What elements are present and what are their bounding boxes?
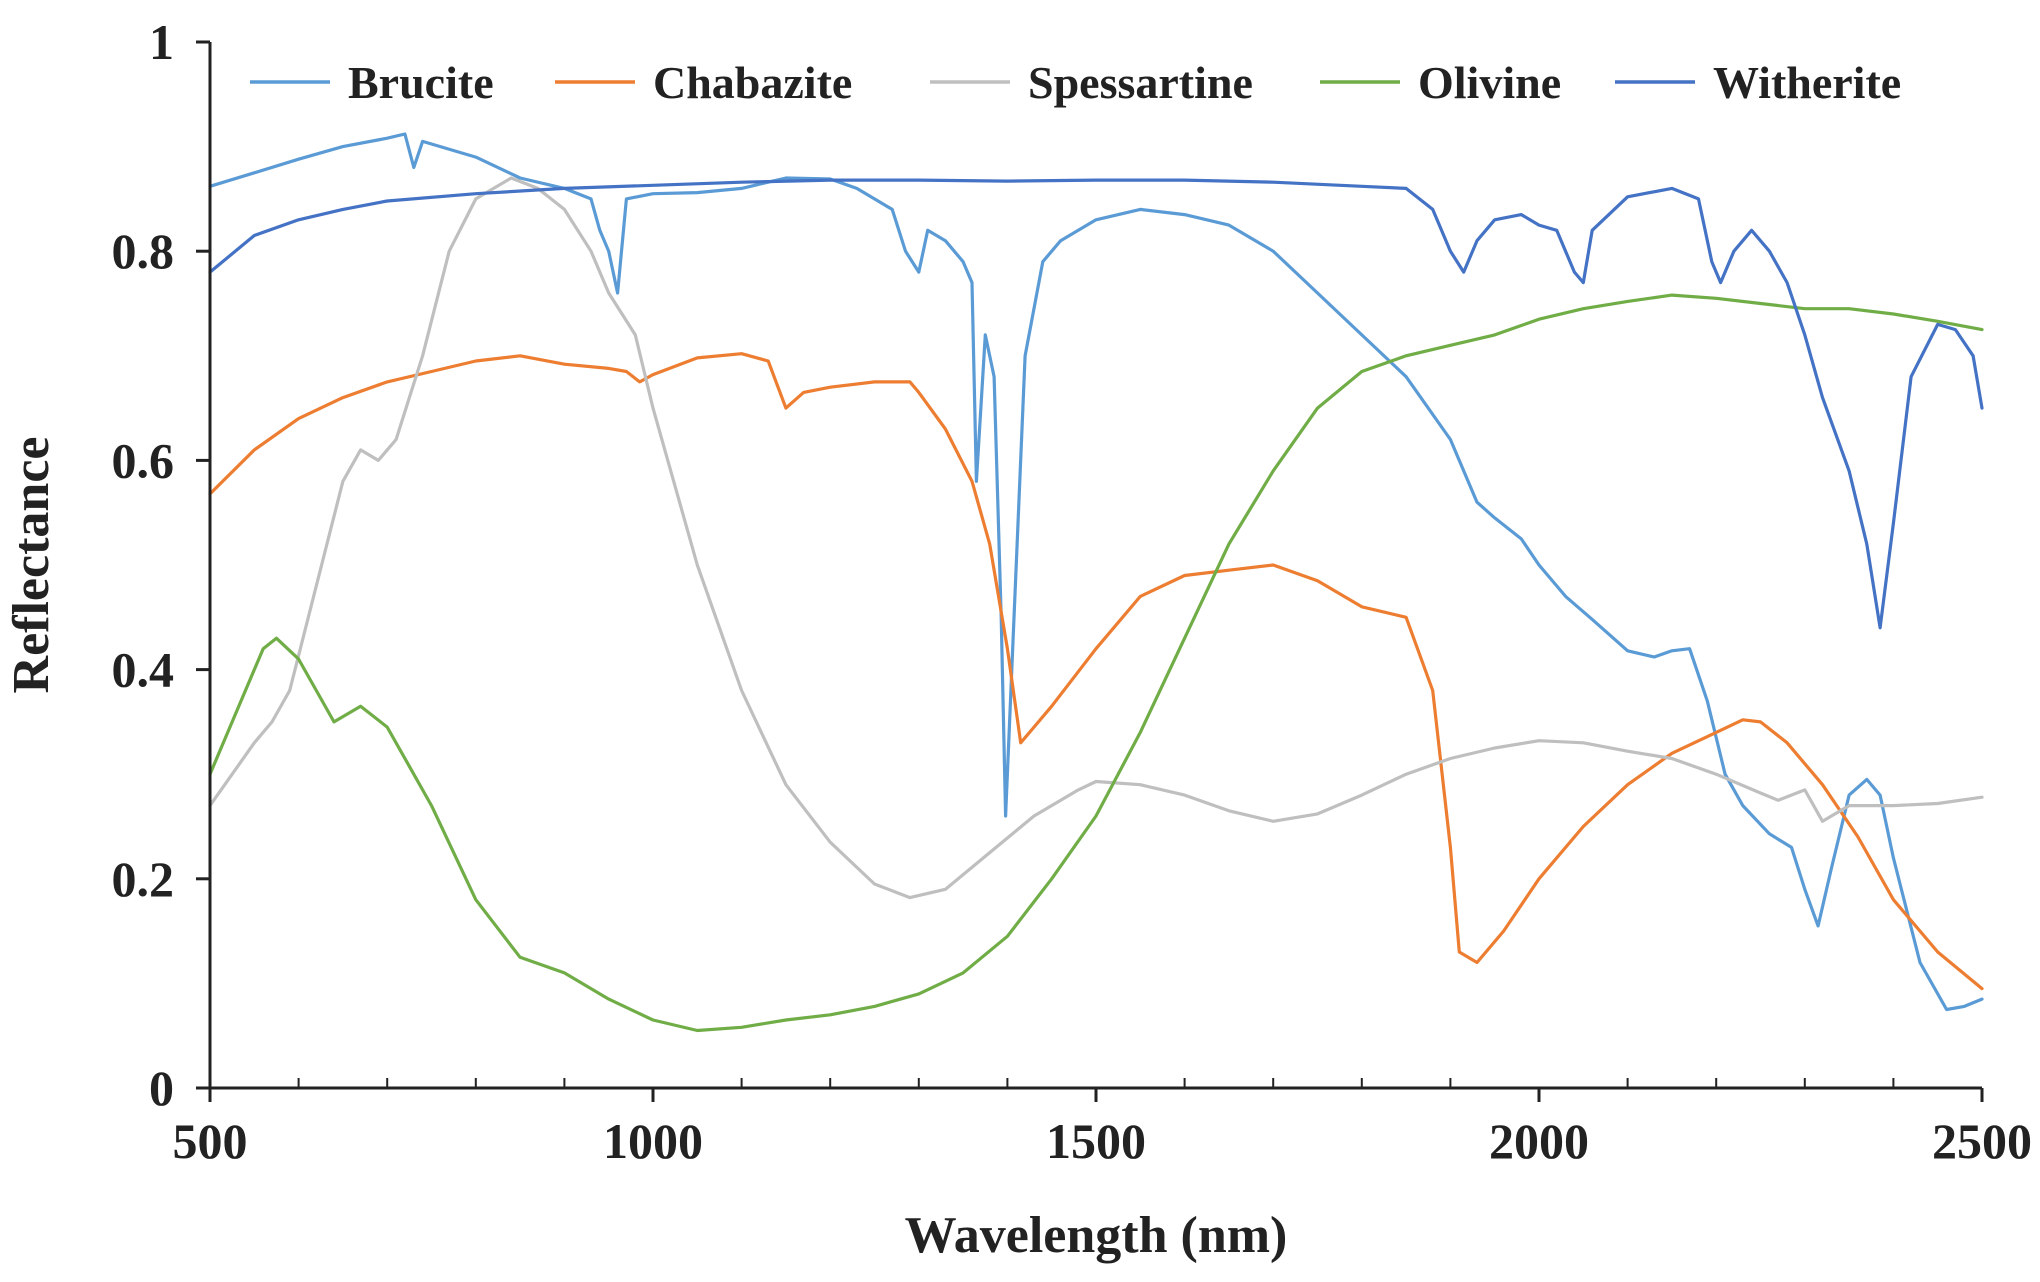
legend-label-witherite: Witherite [1713,57,1901,108]
series-line-chabazite [208,352,1984,991]
x-tick-label-1500: 1500 [1046,1113,1146,1169]
y-tick-label-1: 1 [149,14,174,70]
series-line-brucite [208,132,1984,1012]
series-line-olivine [208,293,1984,1033]
x-axis-title: Wavelength (nm) [905,1207,1288,1264]
x-tick-label-2500: 2500 [1932,1113,2032,1169]
x-tick-label-1000: 1000 [603,1113,703,1169]
y-tick-label-0.8: 0.8 [112,223,175,279]
x-tick-label-500: 500 [173,1113,248,1169]
legend-label-chabazite: Chabazite [653,57,852,108]
x-tick-label-2000: 2000 [1489,1113,1589,1169]
y-tick-label-0.4: 0.4 [112,642,175,698]
legend: Brucite Chabazite Spessartine Olivine Wither… [250,57,1901,108]
series-line-witherite [208,178,1984,630]
series-line-spessartine [208,176,1984,900]
y-axis-title: Reflectance [3,437,60,694]
y-tick-label-0.2: 0.2 [112,851,175,907]
y-tick-label-0.6: 0.6 [112,432,175,488]
legend-label-spessartine: Spessartine [1028,57,1253,108]
legend-label-olivine: Olivine [1418,57,1561,108]
legend-label-brucite: Brucite [348,57,494,108]
series-layer [208,132,1984,1033]
y-tick-label-0: 0 [149,1060,174,1116]
ticks-layer: 500 1000 1500 2000 2500 0 0.2 0.4 0.6 0.8 1 [112,14,2033,1169]
